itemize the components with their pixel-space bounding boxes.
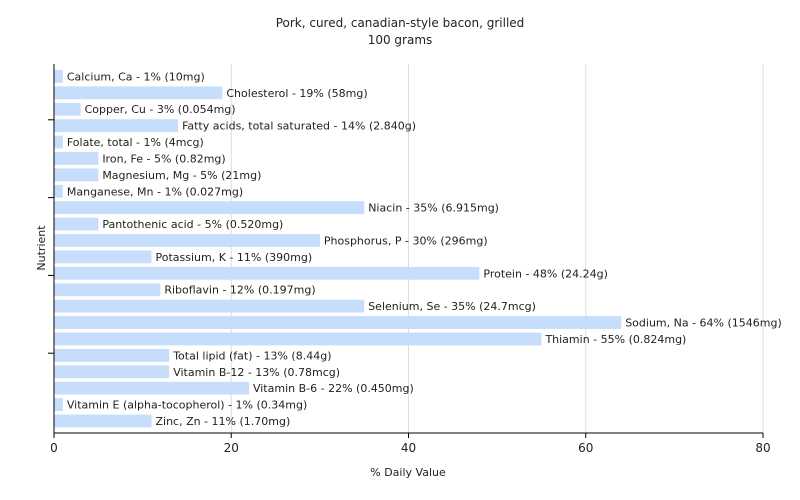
bars: Calcium, Ca - 1% (10mg) Cholesterol - 19%…	[54, 70, 782, 428]
bar-label-17: Total lipid (fat) - 13% (8.44g)	[172, 349, 331, 362]
bar-label-10: Phosphorus, P - 30% (296mg)	[324, 234, 488, 247]
bar-label-12: Protein - 48% (24.24g)	[483, 267, 608, 280]
bar-label-14: Selenium, Se - 35% (24.7mcg)	[368, 300, 536, 313]
x-ticks: 0 20 40 60 80	[50, 433, 771, 455]
x-tick-label-2: 40	[401, 441, 416, 455]
x-axis-label: % Daily Value	[370, 466, 446, 479]
bar-label-9: Pantothenic acid - 5% (0.520mg)	[102, 218, 283, 231]
bar-15	[54, 316, 622, 329]
bar-6	[54, 168, 99, 182]
x-tick-label-0: 0	[50, 441, 58, 455]
bar-label-2: Copper, Cu - 3% (0.054mg)	[85, 103, 236, 116]
bar-9	[54, 217, 99, 231]
bar-label-21: Zinc, Zn - 11% (1.70mg)	[155, 415, 290, 428]
bar-20	[54, 398, 63, 411]
bar-18	[54, 365, 170, 379]
grid-lines	[230, 64, 764, 433]
bar-label-20: Vitamin E (alpha-tocopherol) - 1% (0.34m…	[67, 399, 307, 412]
bar-7	[54, 184, 63, 198]
bar-label-18: Vitamin B-12 - 13% (0.78mcg)	[173, 366, 340, 379]
bar-4	[54, 135, 63, 149]
bar-3	[54, 119, 179, 133]
bar-label-11: Potassium, K - 11% (390mg)	[155, 251, 312, 264]
x-tick-label-4: 80	[755, 441, 770, 455]
bar-21	[54, 414, 152, 428]
bar-0	[54, 70, 63, 83]
bar-11	[54, 250, 152, 264]
bar-label-15: Sodium, Na - 64% (1546mg)	[625, 317, 782, 330]
chart-title: Pork, cured, canadian-style bacon, grill…	[275, 16, 525, 30]
bar-13	[54, 283, 161, 297]
bar-label-4: Folate, total - 1% (4mcg)	[67, 136, 204, 149]
bar-17	[54, 348, 170, 362]
bar-16	[54, 332, 542, 346]
bar-8	[54, 201, 365, 215]
bar-label-1: Cholesterol - 19% (58mg)	[226, 87, 367, 100]
x-tick-label-3: 60	[578, 441, 593, 455]
bar-10	[54, 234, 320, 247]
bar-label-7: Manganese, Mn - 1% (0.027mg)	[67, 185, 243, 198]
bar-12	[54, 266, 480, 280]
bar-label-19: Vitamin B-6 - 22% (0.450mg)	[253, 382, 414, 395]
bar-label-8: Niacin - 35% (6.915mg)	[368, 202, 499, 215]
bar-label-16: Thiamin - 55% (0.824mg)	[544, 333, 686, 346]
bar-label-6: Magnesium, Mg - 5% (21mg)	[102, 169, 261, 182]
bar-5	[54, 152, 99, 165]
x-tick-label-1: 20	[224, 441, 239, 455]
bar-2	[54, 102, 81, 116]
bar-19	[54, 381, 249, 395]
bar-14	[54, 299, 365, 313]
bar-label-5: Iron, Fe - 5% (0.82mg)	[102, 152, 225, 165]
bar-label-3: Fatty acids, total saturated - 14% (2.84…	[182, 120, 416, 133]
chart-subtitle: 100 grams	[367, 33, 433, 47]
bar-1	[54, 86, 223, 100]
y-axis-label: Nutrient	[35, 225, 48, 271]
bar-label-13: Riboflavin - 12% (0.197mg)	[164, 284, 315, 297]
bar-label-0: Calcium, Ca - 1% (10mg)	[67, 70, 205, 83]
